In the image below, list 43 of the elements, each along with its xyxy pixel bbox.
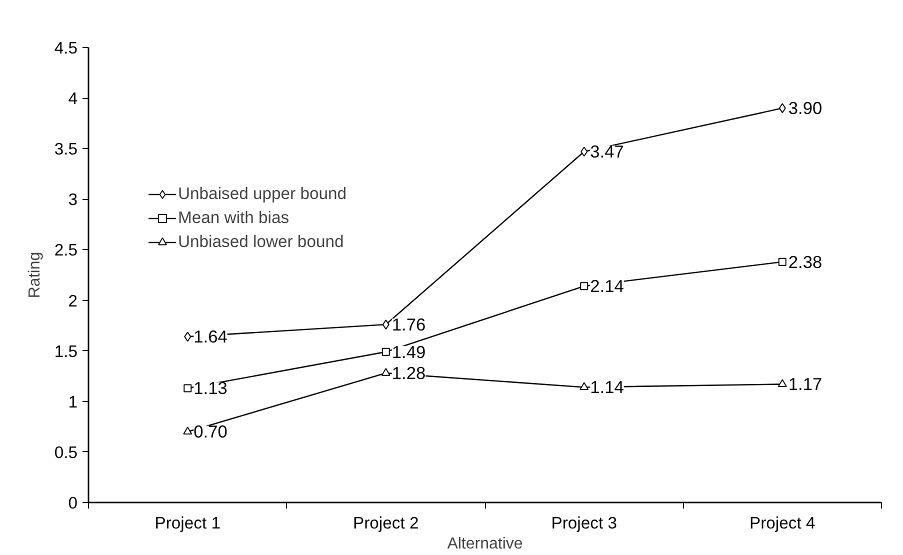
y-tick-label: 2.5 — [54, 240, 78, 260]
legend-label: Unbiased lower bound — [178, 232, 344, 252]
data-label: 1.14 — [590, 377, 624, 398]
data-label: 1.28 — [392, 363, 426, 384]
x-tick-label: Project 4 — [750, 514, 816, 532]
point — [381, 368, 390, 376]
y-tick-label: 0.5 — [54, 442, 78, 462]
point — [778, 103, 786, 114]
point — [778, 258, 786, 266]
point — [184, 384, 192, 392]
legend-label: Mean with bias — [178, 208, 290, 228]
data-label: 2.38 — [788, 252, 822, 272]
legend-label: Unbaised upper bound — [178, 184, 347, 204]
y-tick-label: 4 — [68, 89, 78, 108]
point — [580, 146, 588, 157]
data-label: 1.13 — [194, 378, 228, 398]
data-label: 1.64 — [194, 326, 228, 347]
x-tick-label: Project 1 — [154, 514, 220, 532]
point — [580, 282, 588, 290]
x-tick-label: Project 3 — [551, 514, 617, 532]
y-tick-label: 3 — [68, 190, 78, 210]
point — [382, 320, 390, 330]
y-tick-label: 3.5 — [54, 140, 78, 159]
x-axis-title: Alternative — [447, 536, 523, 552]
y-tick-label: 1.5 — [54, 342, 78, 361]
y-tick-label: 1 — [68, 392, 78, 412]
data-label: 1.76 — [392, 314, 426, 335]
data-label: 0.70 — [194, 422, 228, 442]
point — [184, 332, 192, 342]
y-tick-label: 0 — [68, 494, 78, 512]
data-label: 3.47 — [590, 142, 624, 162]
x-tick-label: Project 2 — [353, 514, 419, 532]
point — [778, 379, 787, 388]
point — [580, 382, 589, 390]
data-label: 1.49 — [392, 342, 426, 362]
data-label: 1.17 — [788, 374, 822, 394]
point — [382, 348, 390, 356]
point — [183, 426, 192, 435]
y-tick-label: 4.5 — [54, 38, 78, 58]
data-label: 3.90 — [788, 98, 822, 118]
y-axis-title: Rating — [26, 252, 44, 298]
y-tick-label: 2 — [68, 291, 78, 310]
data-label: 2.14 — [590, 276, 624, 296]
